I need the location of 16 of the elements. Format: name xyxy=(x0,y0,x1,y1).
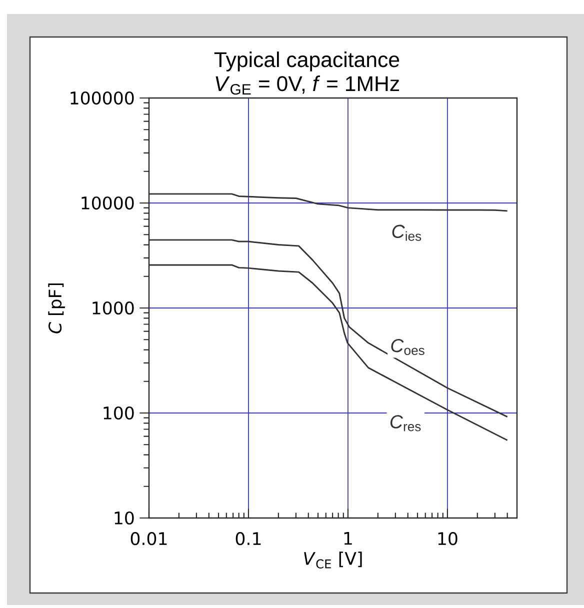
x-tick-label: 0.1 xyxy=(236,532,261,546)
annotation: C$_{oes}$ xyxy=(391,338,424,356)
y-tick-label: 100 xyxy=(104,406,134,420)
y-tick-label: 10000 xyxy=(82,196,134,210)
x-tick-label: 0.01 xyxy=(130,532,167,546)
x-tick-label: 1 xyxy=(344,532,352,545)
y-tick-label: 10 xyxy=(114,511,134,525)
annotation: C$_{res}$ xyxy=(390,415,421,432)
annotation: C$_{ies}$ xyxy=(392,224,422,241)
chart-title: Typical capacitance xyxy=(214,52,400,72)
chart-subtitle: V$_{GE}$ = 0V, f = 1MHz xyxy=(216,76,400,95)
x-axis-title: V$_{CE}$ [V] xyxy=(304,552,362,568)
y-axis-title: C [pF] xyxy=(48,283,65,334)
y-tick-label: 100000 xyxy=(70,91,134,105)
x-tick-label: 10 xyxy=(438,532,458,546)
y-tick-label: 1000 xyxy=(92,301,134,315)
